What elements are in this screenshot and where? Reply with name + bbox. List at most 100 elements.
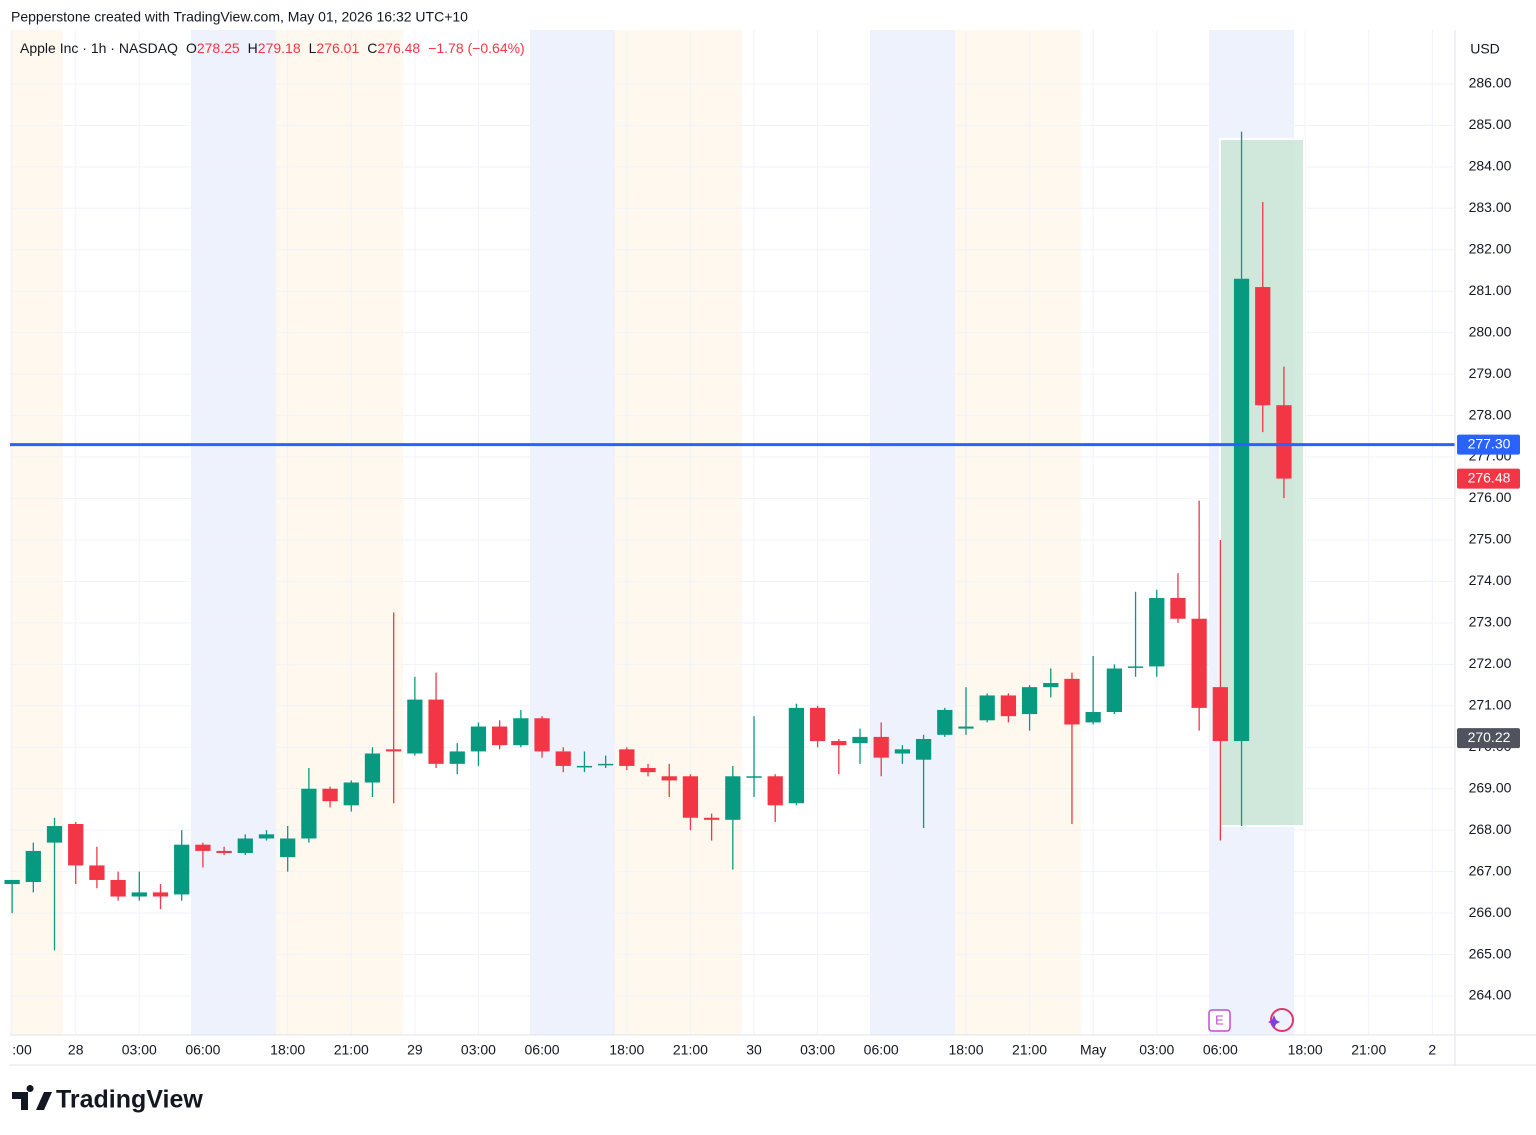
y-tick-label: 269.00 — [1469, 779, 1512, 795]
close: 276.48 — [377, 40, 420, 56]
y-tick-label: 280.00 — [1469, 323, 1512, 339]
candle-body — [958, 726, 974, 729]
y-tick-label: 285.00 — [1469, 116, 1512, 132]
candle-body — [1106, 668, 1122, 713]
x-tick-label: 18:00 — [609, 1042, 644, 1058]
logo-mark — [12, 1085, 52, 1110]
brand: TradingView — [56, 1086, 203, 1114]
ai-icon-star[interactable] — [1268, 1015, 1280, 1029]
y-tick-label: 278.00 — [1469, 406, 1512, 422]
candle-body — [746, 776, 762, 778]
y-tick-label: 281.00 — [1469, 282, 1512, 298]
candle-body — [68, 823, 84, 866]
candle-body — [1276, 405, 1292, 479]
candle-body — [195, 844, 211, 851]
candle-body — [1149, 598, 1165, 667]
y-tick-label: 264.00 — [1469, 987, 1512, 1003]
x-tick-label: 03:00 — [800, 1042, 835, 1058]
candle-body — [428, 699, 444, 764]
candle-body — [301, 788, 317, 839]
pre-session — [530, 30, 615, 1035]
ai-icon[interactable] — [1270, 1008, 1294, 1032]
x-tick-label: 21:00 — [1351, 1042, 1386, 1058]
x-tick-label: 21:00 — [673, 1042, 708, 1058]
candle-body — [640, 767, 656, 773]
high: 279.18 — [258, 40, 301, 56]
candle-body — [555, 751, 571, 766]
candle-body — [4, 879, 20, 885]
candle-body — [258, 834, 275, 839]
candle-body — [322, 788, 338, 802]
symbol: Apple Inc · 1h · NASDAQ — [20, 40, 178, 56]
candle-body — [1170, 598, 1186, 619]
pre-session — [870, 30, 955, 1035]
event-icon-label[interactable]: E — [1215, 1012, 1224, 1027]
candle-body — [894, 749, 911, 754]
candle-body — [343, 782, 359, 806]
candle-body — [216, 850, 232, 853]
x-tick-label: 18:00 — [270, 1042, 305, 1058]
candle-body — [1021, 687, 1038, 715]
x-tick-label: 03:00 — [1139, 1042, 1174, 1058]
candle-body — [1212, 687, 1228, 742]
candle-body — [534, 718, 550, 752]
c-label: C — [367, 40, 377, 56]
price-tag — [1457, 728, 1520, 749]
candle-body — [1043, 683, 1059, 688]
candle-body — [703, 817, 720, 820]
y-tick-label: 274.00 — [1469, 572, 1512, 588]
x-tick-label: 29 — [407, 1042, 423, 1058]
candle-body — [470, 726, 487, 752]
candle-body — [110, 879, 126, 897]
candle-body — [280, 838, 296, 858]
x-tick-label: 18:00 — [948, 1042, 983, 1058]
y-tick-label: 275.00 — [1469, 531, 1512, 547]
y-tick-label: 273.00 — [1469, 614, 1512, 630]
candle-body — [25, 850, 41, 883]
candle-body — [809, 707, 826, 742]
candle-body — [46, 826, 63, 843]
candle-body — [407, 699, 423, 754]
legend: Apple Inc · 1h · NASDAQ O278.25 H279.18 L 27… — [20, 40, 525, 56]
candle-body — [237, 838, 253, 853]
y-tick-label: 268.00 — [1469, 821, 1512, 837]
candle-body — [152, 892, 169, 897]
price-tag-label: 276.48 — [1468, 469, 1511, 485]
post-session — [955, 30, 1081, 1035]
y-tick-label: 284.00 — [1469, 158, 1512, 174]
candle-body — [1064, 678, 1080, 725]
candle-body — [979, 695, 995, 721]
y-tick-label: 286.00 — [1469, 75, 1512, 91]
x-tick-label: 03:00 — [461, 1042, 496, 1058]
candle-body — [1191, 618, 1207, 708]
y-tick-label: 265.00 — [1469, 945, 1512, 961]
post-session — [276, 30, 403, 1035]
open: 278.25 — [197, 40, 240, 56]
candle-body — [661, 776, 677, 781]
event-icon[interactable] — [1208, 1009, 1231, 1032]
candles — [4, 131, 1292, 951]
candle-body — [1085, 712, 1101, 723]
candle-body — [873, 736, 889, 758]
candle-body — [576, 765, 593, 768]
candle-body — [364, 753, 381, 783]
price-tag — [1457, 434, 1520, 455]
x-tick-label: May — [1080, 1042, 1106, 1058]
price-tag — [1457, 468, 1520, 489]
y-tick-label: 272.00 — [1469, 655, 1512, 671]
candle-body — [89, 865, 105, 880]
candle-body — [619, 749, 635, 766]
l-label: L — [309, 40, 317, 56]
x-tick-label: 30 — [746, 1042, 762, 1058]
candle-body — [1255, 287, 1271, 406]
pre-session — [191, 30, 276, 1035]
h-label: H — [248, 40, 258, 56]
x-tick-label: 2 — [1428, 1042, 1436, 1058]
y-tick-label: 276.00 — [1469, 489, 1512, 505]
y-tick-label: 283.00 — [1469, 199, 1512, 215]
currency[interactable]: USD — [1470, 41, 1500, 57]
x-tick-label: 21:00 — [334, 1042, 369, 1058]
o-label: O — [186, 40, 197, 56]
y-tick-label: 279.00 — [1469, 365, 1512, 381]
legend: Apple Inc · 1h · NASDAQ O278.25 H279.18 L 27… — [20, 40, 525, 56]
